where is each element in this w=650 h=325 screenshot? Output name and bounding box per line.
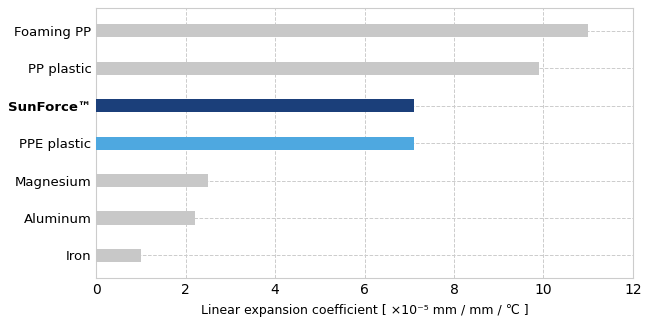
- Bar: [96, 174, 208, 187]
- X-axis label: Linear expansion coefficient [ ×10⁻⁵ mm / mm / ℃ ]: Linear expansion coefficient [ ×10⁻⁵ mm …: [201, 304, 528, 317]
- Bar: [96, 212, 195, 225]
- Bar: [96, 99, 414, 112]
- Bar: [96, 136, 414, 150]
- Bar: [96, 62, 539, 75]
- Bar: [96, 24, 588, 37]
- Bar: [96, 249, 141, 262]
